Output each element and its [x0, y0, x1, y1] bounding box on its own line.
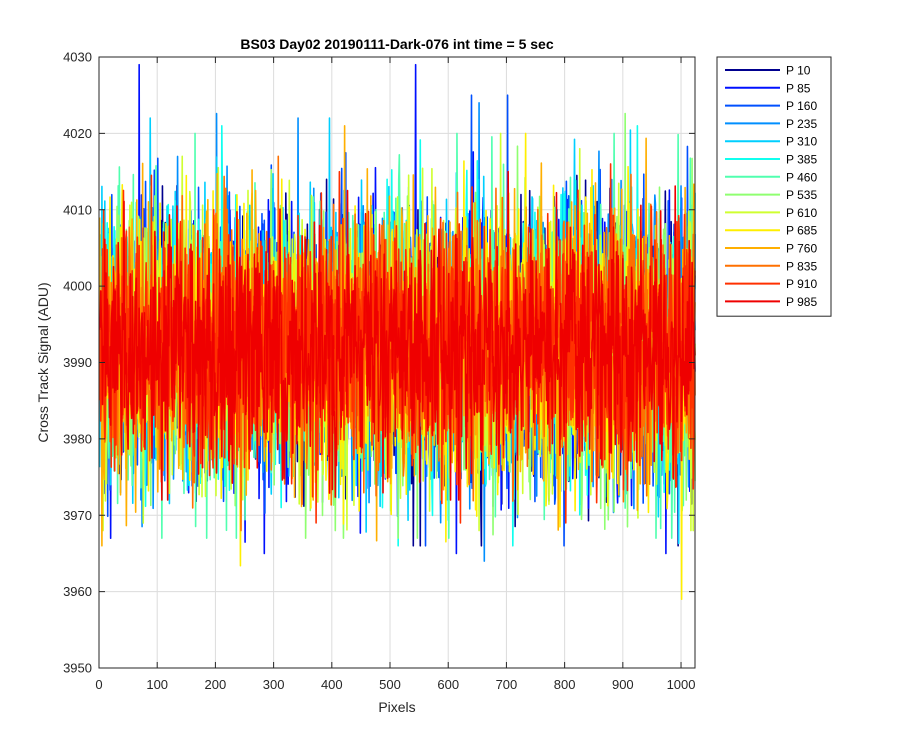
x-tick-label: 300: [263, 677, 285, 692]
y-axis-label: Cross Track Signal (ADU): [35, 282, 51, 442]
y-tick-label: 3970: [63, 508, 92, 523]
x-tick-label: 400: [321, 677, 343, 692]
legend-entry: P 535: [786, 188, 817, 202]
y-tick-label: 3990: [63, 355, 92, 370]
y-tick-label: 4030: [63, 50, 92, 65]
x-tick-label: 700: [496, 677, 518, 692]
x-tick-label: 600: [437, 677, 459, 692]
legend-entry: P 385: [786, 153, 817, 167]
legend-entry: P 160: [786, 99, 817, 113]
y-tick-label: 3980: [63, 431, 92, 446]
series-line-p-985: [98, 170, 696, 501]
x-tick-label: 500: [379, 677, 401, 692]
legend-entry: P 985: [786, 295, 817, 309]
x-tick-label: 900: [612, 677, 634, 692]
y-tick-label: 4000: [63, 279, 92, 294]
x-tick-label: 200: [205, 677, 227, 692]
y-tick-label: 4020: [63, 126, 92, 141]
y-tick-label: 4010: [63, 202, 92, 217]
chart-title: BS03 Day02 20190111-Dark-076 int time = …: [240, 36, 553, 52]
legend-entry: P 460: [786, 170, 817, 184]
legend-box: [716, 56, 832, 317]
legend-entry: P 910: [786, 277, 817, 291]
x-tick-label: 800: [554, 677, 576, 692]
legend-entry: P 685: [786, 224, 817, 238]
axis-ticks: 0 100 200 300 400 500 600 700 800 900 1000 3950 3960…: [63, 50, 695, 693]
legend-entry: P 760: [786, 242, 817, 256]
x-axis-label: Pixels: [378, 699, 415, 715]
legend-entry: P 310: [786, 135, 817, 149]
x-tick-label: 1000: [667, 677, 696, 692]
legend-entry: P 85: [786, 81, 811, 95]
y-tick-label: 3950: [63, 661, 92, 676]
x-tick-label: 100: [146, 677, 168, 692]
x-tick-label: 0: [95, 677, 102, 692]
y-tick-label: 3960: [63, 584, 92, 599]
legend: P 10 P 85 P 160 P 235 P 310 P 385 P 460 P 535 P …: [716, 56, 832, 317]
legend-entry: P 610: [786, 206, 817, 220]
series-layer: [98, 63, 696, 601]
legend-entry: P 835: [786, 259, 817, 273]
legend-entry: P 10: [786, 64, 811, 78]
legend-entry: P 235: [786, 117, 817, 131]
